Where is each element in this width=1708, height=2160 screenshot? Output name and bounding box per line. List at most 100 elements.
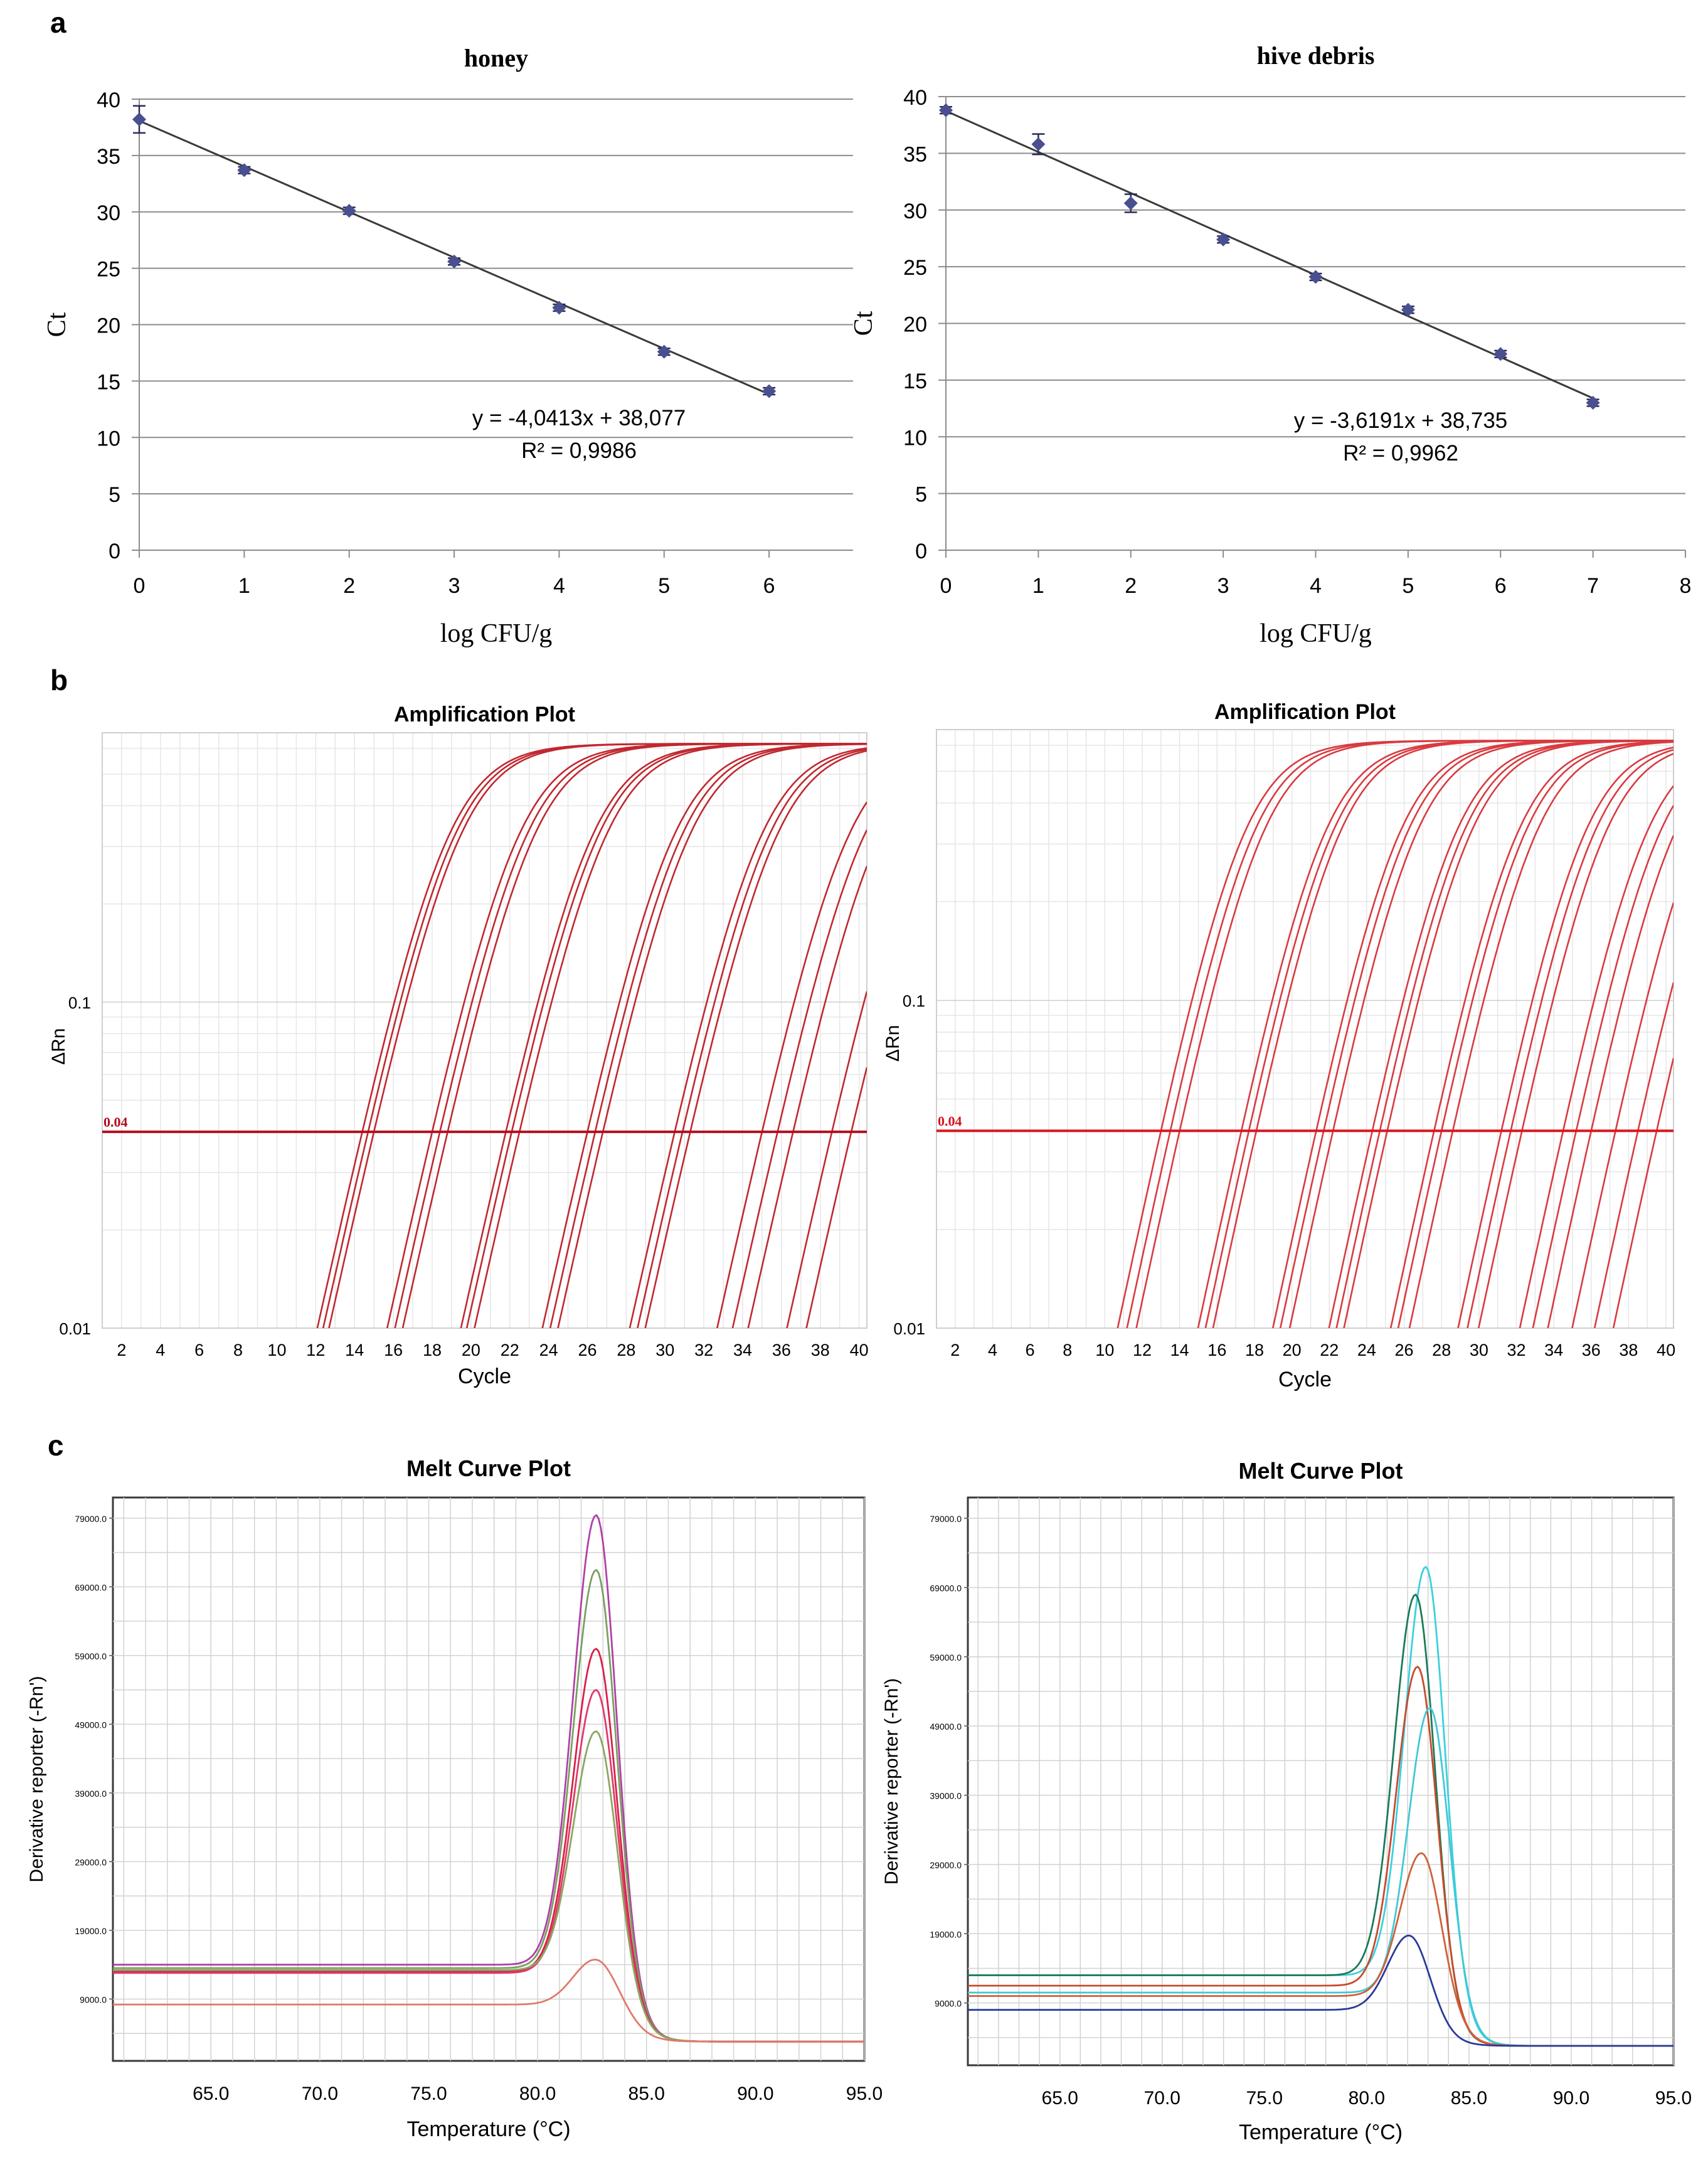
chart-title: Melt Curve Plot [406,1455,571,1481]
amplification-curve [1343,740,1674,1328]
x-tick-label: 10 [1095,1341,1114,1359]
plot-frame [112,1496,866,2062]
x-tick-label: 32 [1507,1341,1525,1359]
x-tick-label: 30 [655,1341,674,1359]
y-tick-label: 49000.0 [75,1720,107,1730]
honey-standard-curve: honey 0 5 10 15 20 25 30 35 40 0 1 2 3 4 5 6 log CFU/g Ct y… [43,44,853,648]
x-tick-label: 80.0 [519,2083,556,2104]
data-point [447,254,462,269]
x-tick-label: 4 [553,574,565,598]
y-tick-label: 0.01 [59,1319,91,1338]
y-tick-label: 20 [97,314,120,338]
x-tick-label: 26 [1395,1341,1414,1359]
y-tick-label: 9000.0 [935,1999,962,2009]
x-tick-label: 28 [1432,1341,1451,1359]
threshold-label: 0.04 [103,1114,128,1130]
plot-frame [967,1496,1675,2067]
x-tick-label: 2 [343,574,355,598]
y-tick-label: 0.01 [893,1319,925,1338]
x-axis-label: log CFU/g [440,619,553,648]
melt-curves [968,1565,1674,2047]
y-tick-label: 69000.0 [75,1582,107,1592]
x-tick-label: 4 [988,1341,997,1359]
x-axis-label: Temperature (°C) [1239,2120,1403,2144]
amplification-curve [1593,982,1674,1328]
x-tick-label: 40 [1657,1341,1675,1359]
amplification-curve [1571,902,1674,1328]
x-tick-label: 95.0 [846,2083,883,2104]
y-axis-label: Derivative reporter (-Rn') [26,1676,47,1882]
chart-title: hive debris [1257,41,1375,70]
amplification-curve [805,1067,867,1328]
y-axis-label: Ct [43,312,72,337]
y-tick-label: 20 [903,313,927,337]
x-tick-label: 14 [1170,1341,1189,1359]
x-tick-label: 18 [423,1341,442,1359]
y-tick-label: 79000.0 [75,1514,107,1524]
x-tick-label: 12 [1133,1341,1152,1359]
chart-title: Amplification Plot [394,703,575,726]
chart-title: honey [464,44,528,72]
x-tick-label: 1 [238,574,250,598]
data-point [657,344,671,359]
data-point [1493,347,1508,361]
amplification-curve [1397,740,1674,1328]
panel-label-c: c [48,1429,64,1462]
y-tick-label: 59000.0 [930,1652,962,1663]
trendline [945,110,1594,400]
x-tick-label: 95.0 [1655,2088,1692,2109]
x-tick-label: 20 [1283,1341,1302,1359]
x-tick-label: 3 [448,574,460,598]
x-tick-label: 24 [1357,1341,1376,1359]
data-point [1401,302,1415,317]
amplification-curve [1477,753,1674,1328]
x-tick-label: 2 [1125,574,1137,598]
y-axis-label: ΔRn [48,1028,69,1065]
x-tick-label: 38 [1619,1341,1638,1359]
x-tick-label: 75.0 [410,2083,447,2104]
amplification-curve [1408,741,1674,1328]
x-tick-label: 32 [694,1341,713,1359]
amplification-curve [731,829,867,1328]
x-tick-label: 90.0 [1553,2088,1589,2109]
amplification-curve [1519,785,1674,1328]
x-tick-label: 40 [850,1341,869,1359]
amplification-curve [557,743,867,1328]
y-tick-label: 30 [97,201,120,225]
x-tick-label: 0 [134,574,146,598]
x-axis-label: Temperature (°C) [406,2117,570,2141]
x-tick-label: 70.0 [302,2083,338,2104]
y-tick-label: 0.1 [68,993,91,1012]
y-tick-label: 0 [915,540,927,563]
amplification-curve [1532,805,1674,1328]
melt-curve-plot-hive-debris: Melt Curve Plot 9000.0 19000.0 29000.0 39000… [881,1458,1692,2144]
plot-frame [102,732,867,1329]
x-tick-label: 80.0 [1349,2088,1385,2109]
y-tick-label: 15 [903,370,927,393]
y-tick-label: 49000.0 [930,1721,962,1732]
amplification-curve [1389,740,1674,1328]
amplification-curves [1117,740,1674,1328]
y-tick-label: 25 [97,258,120,282]
data-point [1031,137,1046,151]
x-tick-label: 22 [501,1341,519,1359]
amplification-curve [716,801,867,1328]
x-tick-label: 6 [194,1341,204,1359]
chart-title: Amplification Plot [1214,700,1396,724]
x-tick-label: 0 [940,574,952,598]
x-tick-label: 34 [1544,1341,1563,1359]
plot-frame [936,729,1674,1329]
data-point [1216,232,1231,247]
y-tick-label: 5 [109,483,120,507]
y-tick-label: 35 [97,145,120,169]
chart-title: Melt Curve Plot [1238,1458,1403,1484]
y-tick-label: 5 [915,483,927,507]
x-tick-label: 38 [811,1341,830,1359]
y-axis-label: Ct [849,311,878,336]
x-tick-label: 18 [1245,1341,1264,1359]
x-axis-label: Cycle [458,1365,511,1388]
data-point [1586,396,1600,410]
x-tick-label: 3 [1217,574,1229,598]
